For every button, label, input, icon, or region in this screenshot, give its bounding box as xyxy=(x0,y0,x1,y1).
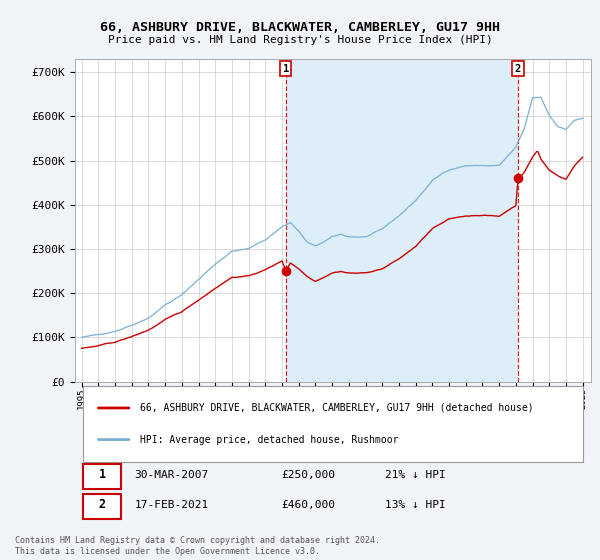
Text: HPI: Average price, detached house, Rushmoor: HPI: Average price, detached house, Rush… xyxy=(139,435,398,445)
Text: Price paid vs. HM Land Registry's House Price Index (HPI): Price paid vs. HM Land Registry's House … xyxy=(107,35,493,45)
Text: 66, ASHBURY DRIVE, BLACKWATER, CAMBERLEY, GU17 9HH (detached house): 66, ASHBURY DRIVE, BLACKWATER, CAMBERLEY… xyxy=(139,403,533,413)
Text: £250,000: £250,000 xyxy=(281,470,335,480)
FancyBboxPatch shape xyxy=(83,494,121,519)
Text: 2: 2 xyxy=(99,498,106,511)
Text: 13% ↓ HPI: 13% ↓ HPI xyxy=(385,500,445,510)
FancyBboxPatch shape xyxy=(83,464,121,489)
Text: 2: 2 xyxy=(515,64,521,74)
Text: 21% ↓ HPI: 21% ↓ HPI xyxy=(385,470,445,480)
Text: 30-MAR-2007: 30-MAR-2007 xyxy=(134,470,209,480)
Text: 17-FEB-2021: 17-FEB-2021 xyxy=(134,500,209,510)
Bar xyxy=(286,59,518,381)
FancyBboxPatch shape xyxy=(83,386,583,461)
Text: £460,000: £460,000 xyxy=(281,500,335,510)
Text: 66, ASHBURY DRIVE, BLACKWATER, CAMBERLEY, GU17 9HH: 66, ASHBURY DRIVE, BLACKWATER, CAMBERLEY… xyxy=(100,21,500,34)
Text: Contains HM Land Registry data © Crown copyright and database right 2024.
This d: Contains HM Land Registry data © Crown c… xyxy=(15,536,380,556)
Text: 1: 1 xyxy=(99,468,106,481)
Text: 1: 1 xyxy=(283,64,289,74)
